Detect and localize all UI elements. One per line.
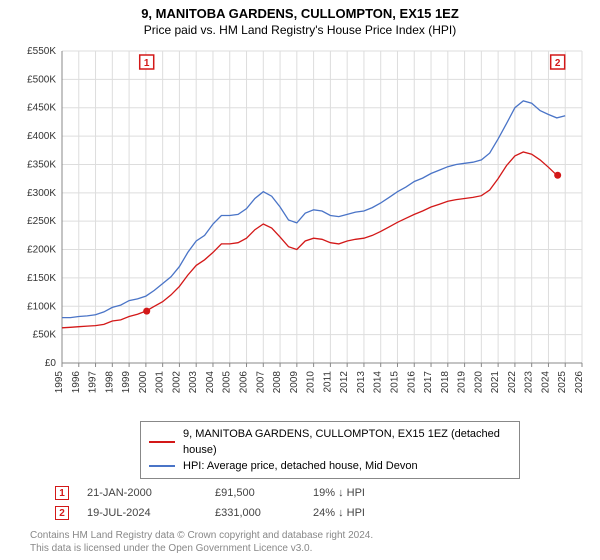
svg-text:2018: 2018 — [440, 371, 451, 394]
svg-text:2017: 2017 — [423, 371, 434, 394]
svg-text:2021: 2021 — [490, 371, 501, 394]
svg-text:£100K: £100K — [27, 301, 56, 312]
svg-text:2024: 2024 — [540, 371, 551, 394]
svg-text:2013: 2013 — [356, 371, 367, 394]
svg-text:£50K: £50K — [33, 330, 57, 341]
svg-text:2022: 2022 — [507, 371, 518, 394]
svg-text:£450K: £450K — [27, 103, 56, 114]
svg-text:2012: 2012 — [339, 371, 350, 394]
chart-title: 9, MANITOBA GARDENS, CULLOMPTON, EX15 1E… — [141, 6, 459, 21]
svg-text:£500K: £500K — [27, 74, 56, 85]
marker-table: 1 21-JAN-2000 £91,500 19% ↓ HPI 2 19-JUL-2024… — [15, 483, 595, 523]
marker-pct: 24% ↓ HPI — [313, 507, 413, 519]
svg-text:2000: 2000 — [138, 371, 149, 394]
legend-swatch — [149, 465, 175, 467]
marker-row: 2 19-JUL-2024 £331,000 24% ↓ HPI — [15, 503, 595, 523]
chart-area: £0 £50K £100K £150K £200K £250K £300K £350K £400… — [10, 43, 590, 413]
svg-text:2010: 2010 — [306, 371, 317, 394]
marker-row: 1 21-JAN-2000 £91,500 19% ↓ HPI — [15, 483, 595, 503]
svg-text:1997: 1997 — [88, 371, 99, 394]
marker-price: £331,000 — [215, 507, 295, 519]
svg-text:£550K: £550K — [27, 46, 56, 57]
marker-price: £91,500 — [215, 487, 295, 499]
svg-text:1: 1 — [144, 58, 150, 69]
footnote: Contains HM Land Registry data © Crown c… — [30, 529, 590, 555]
marker-id-box: 2 — [55, 506, 69, 520]
footnote-line-1: Contains HM Land Registry data © Crown c… — [30, 529, 590, 542]
svg-text:£200K: £200K — [27, 245, 56, 256]
legend-swatch — [149, 441, 175, 443]
svg-text:2001: 2001 — [155, 371, 166, 394]
svg-text:2025: 2025 — [557, 371, 568, 394]
svg-text:2019: 2019 — [457, 371, 468, 394]
marker-date: 19-JUL-2024 — [87, 507, 197, 519]
legend-label: HPI: Average price, detached house, Mid … — [183, 458, 418, 474]
svg-text:2015: 2015 — [389, 371, 400, 394]
chart-svg: £0 £50K £100K £150K £200K £250K £300K £350K £400… — [10, 43, 590, 413]
legend: 9, MANITOBA GARDENS, CULLOMPTON, EX15 1E… — [140, 421, 520, 479]
svg-text:£150K: £150K — [27, 273, 56, 284]
svg-text:£400K: £400K — [27, 131, 56, 142]
svg-text:2004: 2004 — [205, 371, 216, 394]
svg-text:2023: 2023 — [524, 371, 535, 394]
svg-text:£300K: £300K — [27, 188, 56, 199]
svg-text:2002: 2002 — [171, 371, 182, 394]
svg-text:2007: 2007 — [255, 371, 266, 394]
svg-text:2005: 2005 — [222, 371, 233, 394]
svg-text:2008: 2008 — [272, 371, 283, 394]
marker-pct: 19% ↓ HPI — [313, 487, 413, 499]
svg-text:2003: 2003 — [188, 371, 199, 394]
svg-text:1996: 1996 — [71, 371, 82, 394]
svg-text:£350K: £350K — [27, 159, 56, 170]
svg-text:1999: 1999 — [121, 371, 132, 394]
chart-subtitle: Price paid vs. HM Land Registry's House … — [144, 23, 456, 37]
svg-text:£250K: £250K — [27, 216, 56, 227]
svg-text:2014: 2014 — [373, 371, 384, 394]
legend-item: 9, MANITOBA GARDENS, CULLOMPTON, EX15 1E… — [149, 426, 511, 458]
footnote-line-2: This data is licensed under the Open Gov… — [30, 542, 590, 555]
svg-text:1998: 1998 — [104, 371, 115, 394]
svg-text:2016: 2016 — [406, 371, 417, 394]
svg-text:2009: 2009 — [289, 371, 300, 394]
legend-item: HPI: Average price, detached house, Mid … — [149, 458, 511, 474]
svg-text:1995: 1995 — [54, 371, 65, 394]
svg-text:2006: 2006 — [239, 371, 250, 394]
legend-label: 9, MANITOBA GARDENS, CULLOMPTON, EX15 1E… — [183, 426, 511, 458]
svg-text:£0: £0 — [45, 358, 57, 369]
marker-date: 21-JAN-2000 — [87, 487, 197, 499]
svg-text:2011: 2011 — [322, 371, 333, 393]
svg-text:2: 2 — [555, 58, 561, 69]
svg-text:2026: 2026 — [574, 371, 585, 394]
svg-text:2020: 2020 — [473, 371, 484, 394]
marker-id-box: 1 — [55, 486, 69, 500]
